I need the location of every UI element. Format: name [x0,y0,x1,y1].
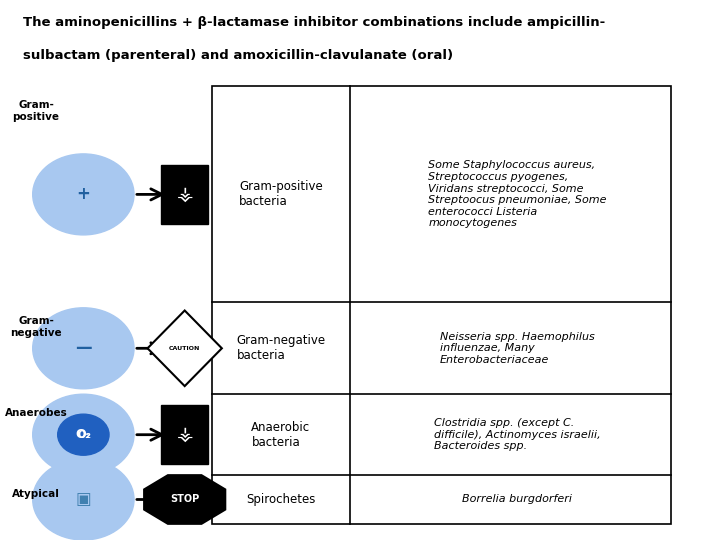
Text: O₂: O₂ [77,430,89,440]
Circle shape [58,414,109,455]
Text: Spirochetes: Spirochetes [246,493,315,506]
Text: Some Staphylococcus aureus,
Streptococcus pyogenes,
Viridans streptococci, Some
: Some Staphylococcus aureus, Streptococcu… [428,160,607,228]
Text: Atypical: Atypical [12,489,60,499]
FancyBboxPatch shape [212,86,671,524]
FancyBboxPatch shape [161,165,208,224]
Text: Anaerobes: Anaerobes [5,408,68,418]
FancyBboxPatch shape [161,405,208,464]
Text: Neisseria spp. Haemophilus
influenzae, Many
Enterobacteriaceae: Neisseria spp. Haemophilus influenzae, M… [440,332,595,365]
Text: Gram-negative
bacteria: Gram-negative bacteria [236,334,325,362]
Text: Clostridia spp. (except C.
difficile), Actinomyces israelii,
Bacteroides spp.: Clostridia spp. (except C. difficile), A… [434,418,600,451]
Text: The aminopenicillins + β-lactamase inhibitor combinations include ampicillin-: The aminopenicillins + β-lactamase inhib… [22,16,605,29]
Circle shape [32,394,134,475]
Text: Borrelia burgdorferi: Borrelia burgdorferi [462,495,572,504]
Text: Gram-
negative: Gram- negative [10,316,62,338]
Circle shape [32,154,134,235]
Text: Gram-
positive: Gram- positive [12,100,60,122]
Text: Anaerobic
bacteria: Anaerobic bacteria [251,421,310,449]
Text: ⚶: ⚶ [176,185,193,204]
Text: Gram-positive
bacteria: Gram-positive bacteria [239,180,323,208]
Text: —: — [75,339,91,357]
Text: ▣: ▣ [76,490,91,509]
Text: +: + [76,185,90,204]
Text: ⚶: ⚶ [176,425,193,444]
Text: CAUTION: CAUTION [169,346,200,351]
Text: sulbactam (parenteral) and amoxicillin-clavulanate (oral): sulbactam (parenteral) and amoxicillin-c… [22,49,453,62]
Polygon shape [144,475,225,524]
Polygon shape [148,310,222,386]
Text: O₂: O₂ [76,428,91,441]
Circle shape [32,308,134,389]
Circle shape [32,459,134,540]
Text: STOP: STOP [170,495,199,504]
